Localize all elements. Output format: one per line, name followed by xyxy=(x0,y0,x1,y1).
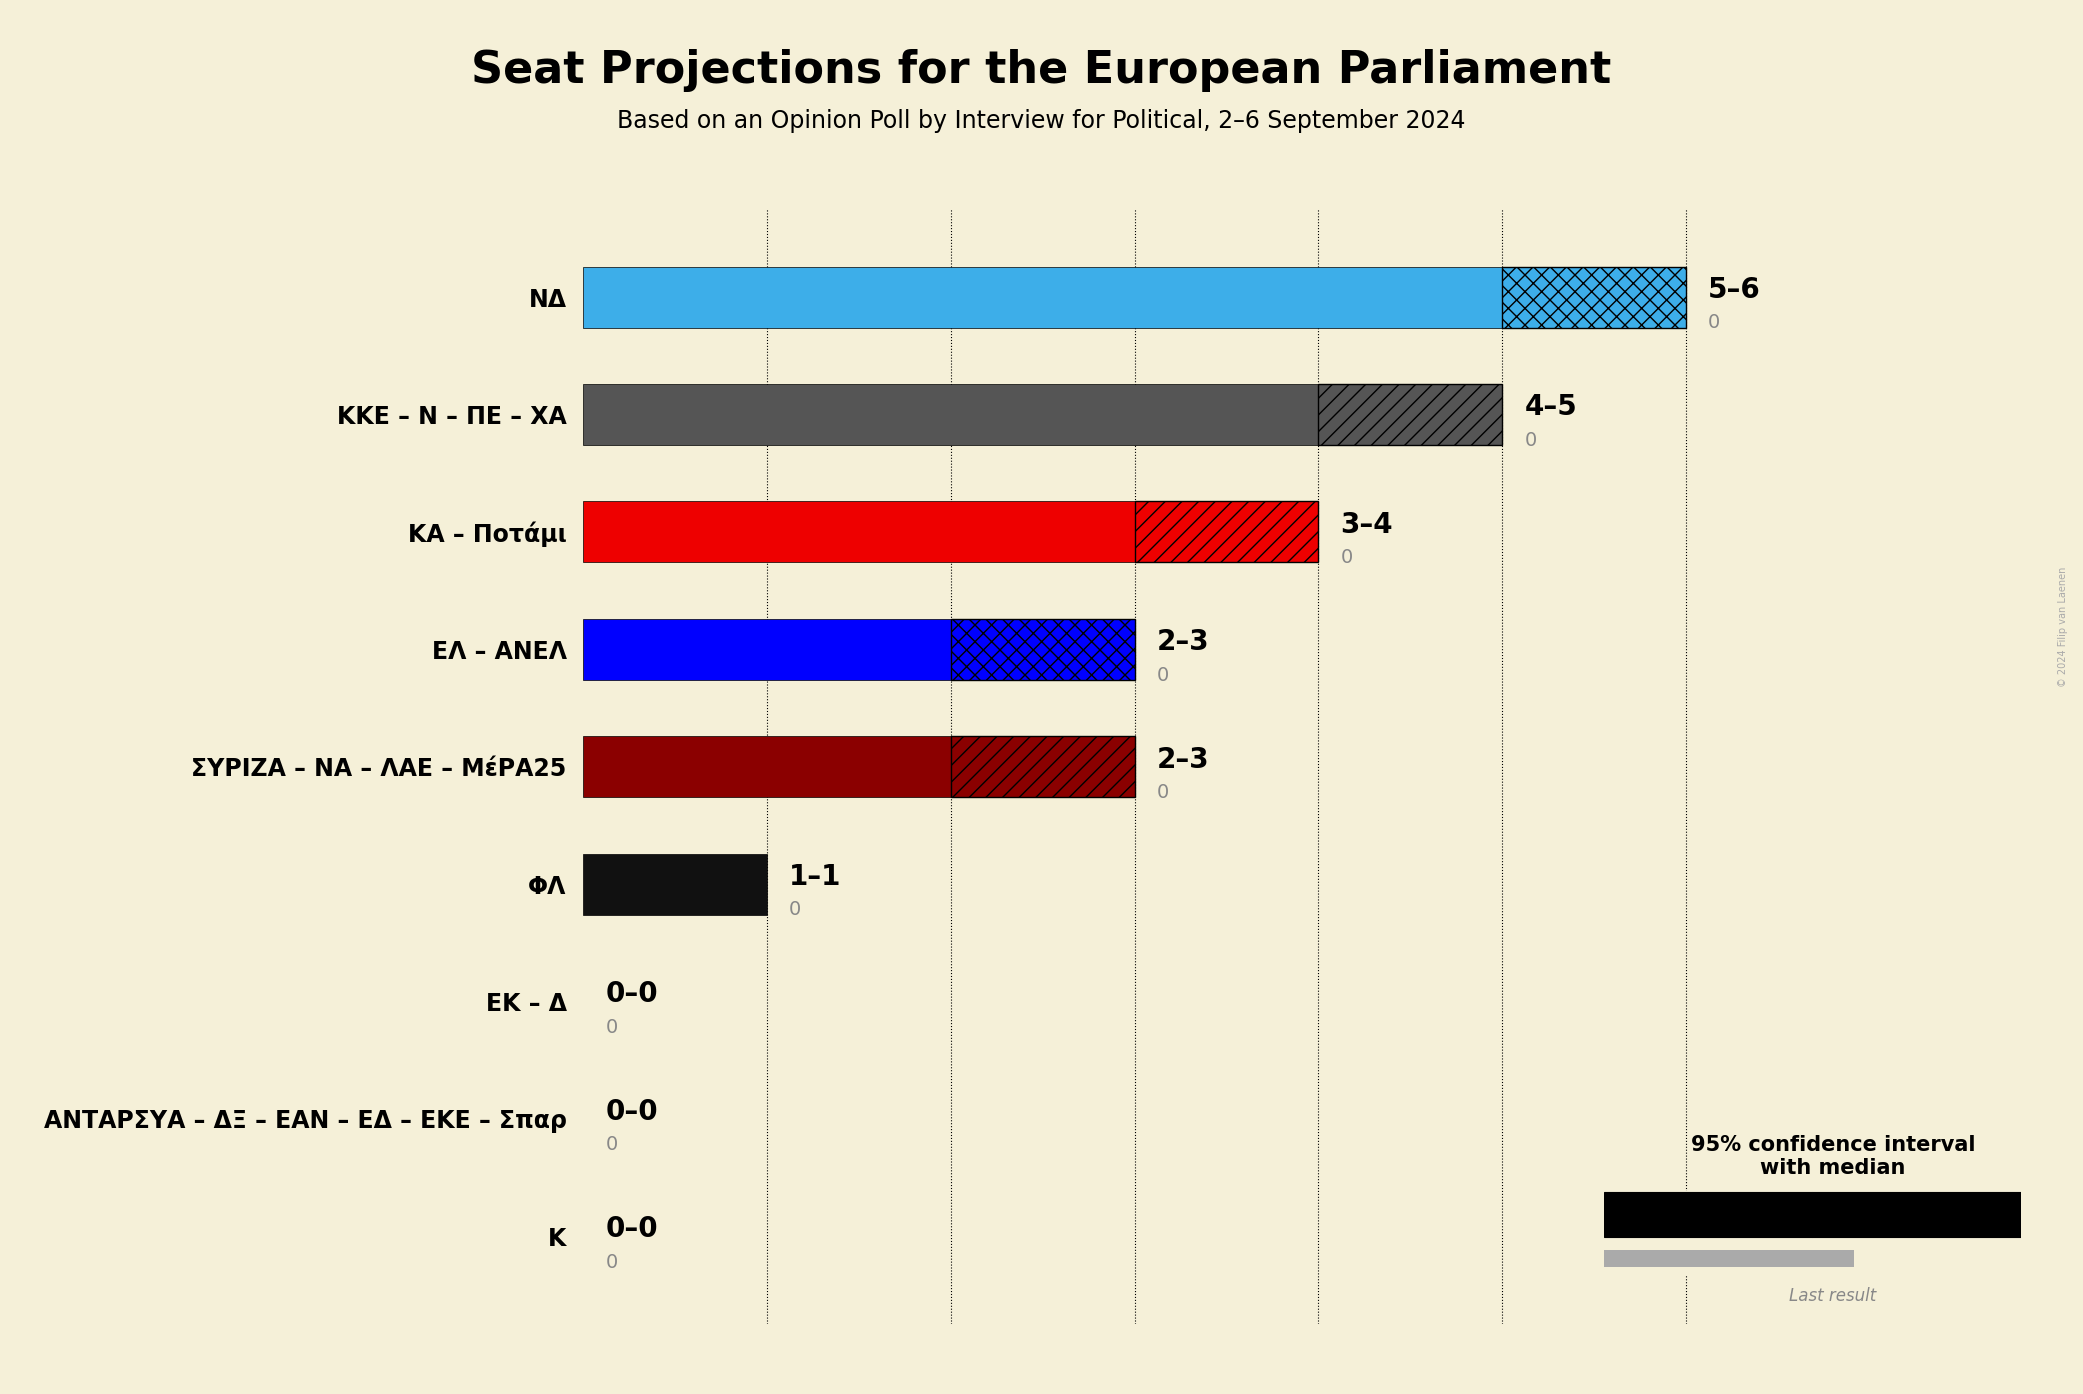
Text: Last result: Last result xyxy=(1789,1287,1877,1305)
Text: 0–0: 0–0 xyxy=(606,980,658,1008)
Text: 0: 0 xyxy=(1525,431,1537,450)
Bar xyxy=(1135,502,1319,562)
Bar xyxy=(1604,1192,1812,1236)
Text: 2–3: 2–3 xyxy=(1156,746,1210,774)
Bar xyxy=(583,736,950,797)
Text: 0: 0 xyxy=(1156,666,1169,684)
Bar xyxy=(1319,383,1502,445)
Text: 0: 0 xyxy=(1708,314,1721,332)
Text: 2–3: 2–3 xyxy=(1156,629,1210,657)
Bar xyxy=(950,619,1135,680)
Text: 4–5: 4–5 xyxy=(1525,393,1577,421)
Bar xyxy=(950,736,1135,797)
Bar xyxy=(583,853,767,914)
Text: 0–0: 0–0 xyxy=(606,1098,658,1126)
Text: 1–1: 1–1 xyxy=(789,863,842,891)
Text: Based on an Opinion Poll by Interview for Political, 2–6 September 2024: Based on an Opinion Poll by Interview fo… xyxy=(617,109,1466,132)
Bar xyxy=(583,502,1135,562)
Text: 0: 0 xyxy=(606,1135,617,1154)
Text: 3–4: 3–4 xyxy=(1341,510,1394,539)
Text: 0: 0 xyxy=(1341,548,1352,567)
Bar xyxy=(583,266,1502,328)
Text: 0: 0 xyxy=(789,901,802,920)
Text: 0–0: 0–0 xyxy=(606,1216,658,1243)
Text: 0: 0 xyxy=(606,1018,617,1037)
Text: 0: 0 xyxy=(606,1253,617,1271)
Bar xyxy=(583,383,1319,445)
Bar xyxy=(1812,1192,1916,1236)
Text: Seat Projections for the European Parliament: Seat Projections for the European Parlia… xyxy=(471,49,1612,92)
Text: 0: 0 xyxy=(1156,783,1169,802)
Bar xyxy=(1916,1192,2021,1236)
Text: © 2024 Filip van Laenen: © 2024 Filip van Laenen xyxy=(2058,567,2068,687)
Text: 95% confidence interval
with median: 95% confidence interval with median xyxy=(1691,1135,1975,1178)
Text: 5–6: 5–6 xyxy=(1708,276,1760,304)
Bar xyxy=(1502,266,1685,328)
Bar xyxy=(1604,1250,1854,1267)
Bar xyxy=(583,619,950,680)
